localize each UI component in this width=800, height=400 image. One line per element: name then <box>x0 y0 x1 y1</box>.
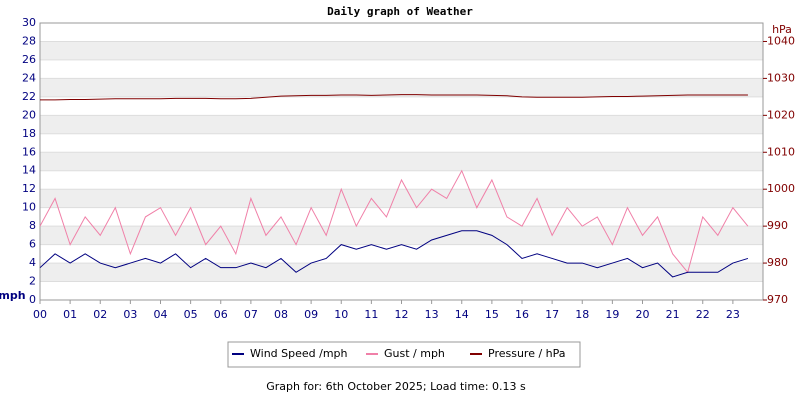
y-tick-label: 4 <box>29 256 36 269</box>
footer: Graph for: 6th October 2025; Load time: … <box>266 380 526 393</box>
series-line <box>39 169 749 274</box>
grid-band <box>40 189 763 208</box>
grid-band <box>40 226 763 245</box>
x-tick-label: 18 <box>575 308 589 321</box>
x-tick-label: 08 <box>274 308 288 321</box>
x-tick-label: 12 <box>395 308 409 321</box>
x-tick-label: 16 <box>515 308 529 321</box>
x-tick-label: 01 <box>63 308 77 321</box>
y2-axis-label: hPa <box>772 23 792 36</box>
x-tick-label: 21 <box>666 308 680 321</box>
y-tick-label: 20 <box>22 108 36 121</box>
y-tick-label: 16 <box>22 145 36 158</box>
y-tick-label: 30 <box>22 16 36 29</box>
x-tick-label: 07 <box>244 308 258 321</box>
x-tick-label: 02 <box>93 308 107 321</box>
y2-tick-label: 1020 <box>767 108 795 121</box>
x-tick-label: 15 <box>485 308 499 321</box>
legend-box <box>227 341 581 368</box>
x-tick-label: 22 <box>696 308 710 321</box>
x-tick-label: 00 <box>33 308 47 321</box>
y-tick-label: 14 <box>22 164 36 177</box>
y2-tick-label: 970 <box>767 293 788 306</box>
grid-band <box>40 152 763 171</box>
y2-tick-label: 990 <box>767 219 788 232</box>
x-tick-label: 13 <box>425 308 439 321</box>
y-tick-label: 10 <box>22 201 36 214</box>
x-tick-label: 20 <box>636 308 650 321</box>
y-axis-label: mph <box>0 289 26 302</box>
grid-band <box>40 263 763 282</box>
grid-band <box>40 78 763 97</box>
x-tick-label: 14 <box>455 308 469 321</box>
y2-tick-label: 1040 <box>767 34 795 47</box>
x-tick-label: 10 <box>334 308 348 321</box>
y-tick-label: 18 <box>22 127 36 140</box>
y2-tick-label: 1030 <box>767 71 795 84</box>
y-tick-label: 0 <box>29 293 36 306</box>
series-line <box>40 94 748 101</box>
x-tick-label: 04 <box>154 308 168 321</box>
y-tick-label: 22 <box>22 90 36 103</box>
x-tick-label: 23 <box>726 308 740 321</box>
x-tick-label: 19 <box>605 308 619 321</box>
x-tick-label: 09 <box>304 308 318 321</box>
y2-tick-label: 1000 <box>767 182 795 195</box>
x-tick-label: 17 <box>545 308 559 321</box>
chart-title: Daily graph of Weather <box>327 5 473 18</box>
y-tick-label: 28 <box>22 34 36 47</box>
legend-label: Gust / mph <box>384 347 445 360</box>
y-tick-label: 12 <box>22 182 36 195</box>
y2-tick-label: 1010 <box>767 145 795 158</box>
y-tick-label: 26 <box>22 53 36 66</box>
y2-tick-label: 980 <box>767 256 788 269</box>
grid-band <box>40 115 763 134</box>
legend-label: Pressure / hPa <box>488 347 566 360</box>
grid-band <box>40 41 763 60</box>
y-tick-label: 8 <box>29 219 36 232</box>
x-tick-label: 05 <box>184 308 198 321</box>
x-tick-label: 06 <box>214 308 228 321</box>
series-line <box>39 230 749 278</box>
y-tick-label: 24 <box>22 71 36 84</box>
y-tick-label: 2 <box>29 275 36 288</box>
x-tick-label: 03 <box>123 308 137 321</box>
x-tick-label: 11 <box>364 308 378 321</box>
legend-label: Wind Speed /mph <box>250 347 348 360</box>
y-tick-label: 6 <box>29 238 36 251</box>
